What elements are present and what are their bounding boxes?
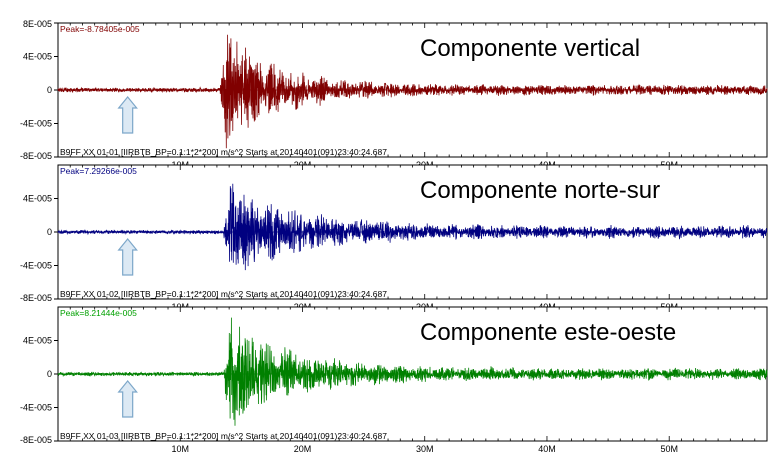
y-tick-label: -8E-005 bbox=[20, 293, 52, 303]
x-tick-label: 50M bbox=[660, 444, 678, 454]
waveform-trace bbox=[57, 34, 768, 149]
y-tick-label: -4E-005 bbox=[20, 119, 52, 129]
y-tick-label: 8E-005 bbox=[23, 19, 52, 29]
y-tick-label: -8E-005 bbox=[20, 151, 52, 161]
channel-panel-1: 8E-0054E-0050-4E-005-8E-00510M20M30M40M5… bbox=[20, 19, 768, 170]
y-tick-label: -4E-005 bbox=[20, 403, 52, 413]
arrival-arrow-icon bbox=[117, 238, 138, 276]
y-tick-label: -8E-005 bbox=[20, 435, 52, 445]
y-tick-label: -4E-005 bbox=[20, 261, 52, 271]
channel-footer-label: B9FF XX 01-01 [IIRBTB_BP=0.1:1*2*200] m/… bbox=[60, 147, 387, 157]
x-tick-label: 40M bbox=[538, 444, 556, 454]
arrival-arrow-icon bbox=[117, 380, 138, 418]
peak-label: Peak=7.29266e-005 bbox=[60, 166, 137, 176]
component-title: Componente norte-sur bbox=[420, 177, 660, 204]
peak-label: Peak=8.21444e-005 bbox=[60, 308, 137, 318]
channel-footer-label: B9FF XX 01-02 [IIRBTB_BP=0.1:1*2*200] m/… bbox=[60, 289, 387, 299]
arrival-arrow-icon bbox=[117, 96, 138, 134]
waveform-trace bbox=[57, 183, 768, 271]
x-tick-label: 30M bbox=[416, 444, 434, 454]
y-tick-label: 0 bbox=[47, 369, 52, 379]
y-tick-label: 0 bbox=[47, 227, 52, 237]
y-tick-label: 0 bbox=[47, 85, 52, 95]
y-tick-label: 4E-005 bbox=[23, 194, 52, 204]
channel-panel-3: 4E-005 0 -4E-005 -8E-005 10M 20M 30M 40M 50M Peak… bbox=[20, 306, 768, 454]
component-title: Componente vertical bbox=[420, 35, 640, 62]
seismogram-panels: 8E-005 4E-005 0 -4E-005 -8E-005 10M 20M 30M 40M 5… bbox=[20, 19, 768, 454]
component-title: Componente este-oeste bbox=[420, 319, 676, 346]
x-tick-label: 10M bbox=[171, 444, 189, 454]
y-tick-label: 4E-005 bbox=[23, 336, 52, 346]
x-tick-label: 20M bbox=[294, 444, 312, 454]
peak-label: Peak=-8.78405e-005 bbox=[60, 24, 140, 34]
y-tick-label: 4E-005 bbox=[23, 52, 52, 62]
channel-footer-label: B9FF XX 01-03 [IIRBTB_BP=0.1:1*2*200] m/… bbox=[60, 431, 387, 441]
channel-panel-2: 4E-0050-4E-005-8E-00510M20M30M40M50MPeak… bbox=[20, 164, 768, 312]
